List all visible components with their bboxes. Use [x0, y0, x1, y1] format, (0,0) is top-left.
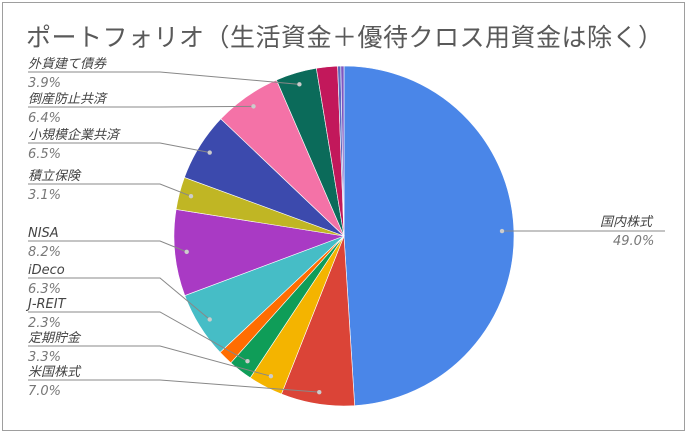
- leader-dot: [251, 104, 256, 109]
- slice-label-name: 積立保険: [28, 169, 82, 184]
- slice-label-percent: 8.2%: [28, 245, 61, 260]
- leader-line: [28, 183, 192, 197]
- leader-line: [28, 277, 211, 320]
- pie-slice-13: [340, 65, 345, 237]
- slice-label-percent: 6.3%: [28, 282, 61, 297]
- leader-line: [28, 311, 248, 362]
- slice-label-percent: 3.9%: [28, 76, 61, 91]
- leader-dot: [268, 373, 274, 379]
- leader-dot: [188, 194, 194, 199]
- leader-line: [28, 142, 210, 154]
- leader-line: [28, 345, 272, 377]
- leader-line: [28, 379, 320, 393]
- slice-label-name: iDeco: [28, 263, 65, 278]
- leader-dot: [207, 317, 212, 322]
- slice-label-name: 外貨建て債券: [28, 57, 107, 72]
- leader-dot: [245, 359, 250, 364]
- pie-slice-国内株式: [343, 65, 515, 406]
- leader-dot: [499, 228, 505, 234]
- slice-label-percent: 2.3%: [28, 316, 61, 331]
- slice-label-name: J-REIT: [25, 297, 67, 312]
- slice-label-name: 倒産防止共済: [28, 92, 108, 107]
- slice-label-name: 米国株式: [28, 365, 82, 380]
- slice-label-name: 国内株式: [600, 215, 654, 230]
- leader-line: [28, 240, 187, 253]
- slice-label-percent: 6.5%: [28, 147, 61, 162]
- leader-dot: [207, 150, 212, 155]
- leader-line: [28, 71, 300, 85]
- chart-title: ポートフォリオ（生活資金＋優待クロス用資金は除く）: [26, 23, 664, 52]
- slice-label-percent: 49.0%: [613, 234, 654, 249]
- pie-slices: [173, 65, 515, 407]
- leader-line: [28, 105, 254, 108]
- slice-label-percent: 7.0%: [28, 384, 61, 399]
- slice-label-percent: 6.4%: [28, 111, 61, 126]
- pie-slice-NISA: [173, 209, 346, 296]
- slice-label-percent: 3.3%: [28, 350, 61, 365]
- pie-labels: 国内株式 49.0% 米国株式 7.0% 定期貯金 3.3% J-REIT 2.3% iDeco…: [25, 57, 665, 399]
- slice-label-name: 定期貯金: [28, 330, 82, 346]
- slice-label-name: NISA: [28, 226, 59, 241]
- leader-dot: [317, 389, 322, 395]
- leader-dot: [184, 249, 189, 255]
- slice-label-name: 小規模企業共済: [28, 127, 121, 143]
- slice-label-percent: 3.1%: [28, 188, 61, 203]
- leader-dot: [297, 82, 302, 87]
